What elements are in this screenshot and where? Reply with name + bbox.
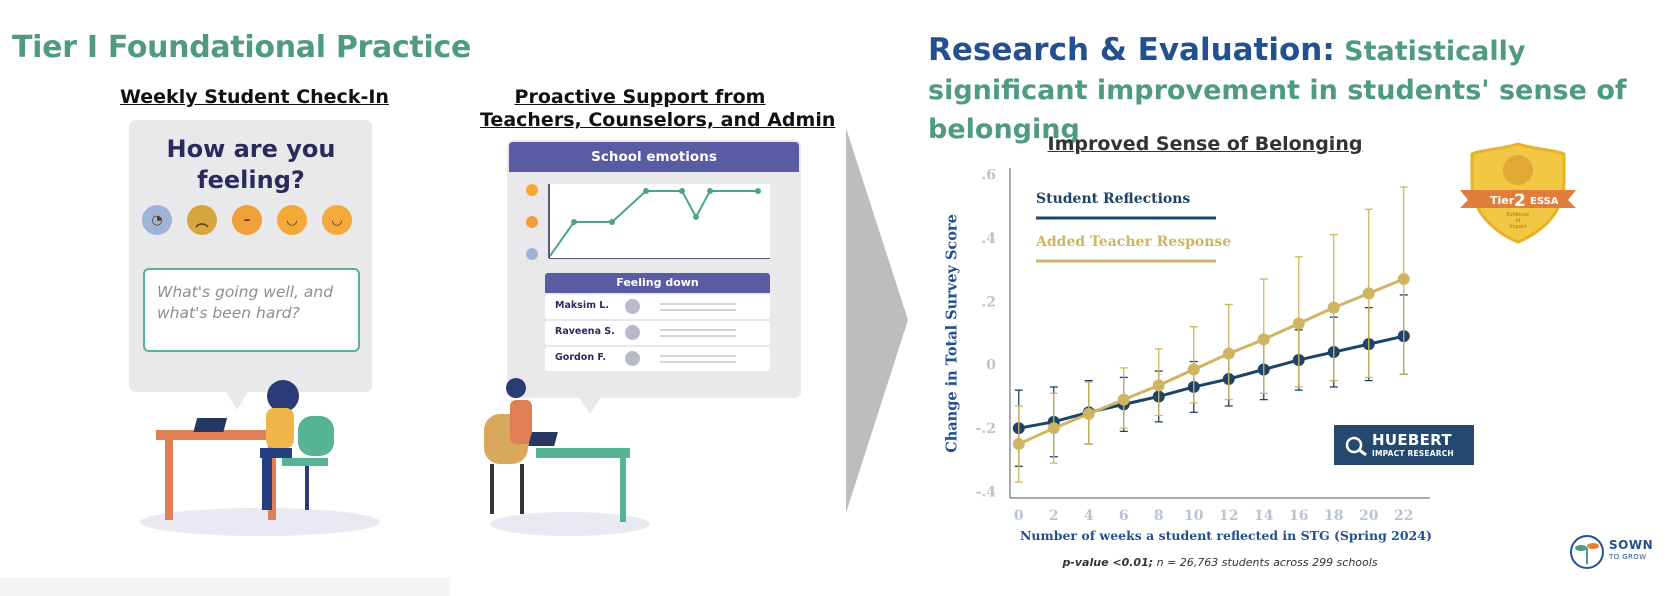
emoji-happy-icon[interactable]: ◡	[277, 205, 307, 235]
badge-subtitle-2: of	[1516, 218, 1521, 224]
support-card-title: School emotions	[509, 142, 799, 172]
sown-to-grow-logo: SOWN TO GROW	[1565, 532, 1665, 572]
checkin-prompt-line1: What's going well, and	[157, 283, 334, 301]
checkin-heading: Weekly Student Check-In	[120, 86, 389, 108]
bottom-strip	[0, 577, 450, 596]
belonging-line-chart: .6 .4 .2 0 -.2 -.4 0 2 4 6 8 10 12 14 16 18 20 22 Student…	[976, 167, 1430, 524]
y-axis-label: Change in Total Survey Score	[943, 214, 961, 453]
x-tick-label: 14	[1254, 508, 1274, 524]
checkin-text-input[interactable]: What's going well, and what's been hard?	[143, 268, 360, 352]
series-1	[1012, 186, 1410, 483]
chevron-right-divider-icon	[846, 128, 908, 513]
mini-chart-sad-icon	[526, 248, 538, 260]
x-axis-label: Number of weeks a student reflected in S…	[1020, 528, 1432, 543]
data-point	[1152, 379, 1165, 392]
student-name: Gordon F.	[555, 352, 607, 363]
support-heading: Proactive Support from Teachers, Counsel…	[480, 86, 836, 132]
emoji-sad-icon[interactable]: ︵	[187, 205, 217, 235]
support-heading-line1: Proactive Support from	[514, 86, 766, 108]
x-tick-label: 22	[1394, 508, 1413, 524]
data-point	[1117, 393, 1130, 406]
x-tick-label: 16	[1289, 508, 1308, 524]
x-tick-label: 8	[1154, 508, 1164, 524]
huebert-sub: IMPACT RESEARCH	[1372, 449, 1454, 458]
badge-essa: ESSA	[1530, 196, 1559, 207]
data-point	[1292, 317, 1305, 330]
badge-tier-number: 2	[1514, 191, 1526, 211]
series-line	[1018, 334, 1405, 430]
mini-chart-happy-icon	[526, 184, 538, 196]
student-row[interactable]: Gordon F.	[545, 347, 770, 371]
huebert-logo-icon	[1345, 436, 1367, 456]
data-point	[1222, 347, 1235, 360]
right-title-rest: Statistically significant improvement in…	[928, 36, 1627, 145]
data-point	[1187, 363, 1200, 376]
emoji-scale: ◔ ︵ – ◡ ◡	[142, 205, 358, 239]
footnote-pvalue: p-value <0.01;	[1062, 556, 1154, 569]
x-tick-label: 4	[1084, 508, 1094, 524]
checkin-prompt-line2: what's been hard?	[157, 304, 300, 322]
staff-at-desk-illustration	[484, 378, 650, 536]
student-name: Maksim L.	[555, 300, 609, 311]
x-tick-label: 18	[1324, 508, 1343, 524]
data-point	[1362, 287, 1375, 300]
feeling-down-title: Feeling down	[545, 273, 770, 293]
huebert-logo: HUEBERT IMPACT RESEARCH	[1334, 425, 1474, 465]
mini-chart-line	[549, 190, 758, 257]
chart-title: Improved Sense of Belonging	[1047, 133, 1363, 155]
emoji-neutral-icon[interactable]: –	[232, 205, 262, 235]
x-tick-label: 12	[1219, 508, 1238, 524]
data-point	[1012, 438, 1025, 451]
checkin-question: How are you feeling?	[166, 135, 336, 194]
huebert-name: HUEBERT	[1372, 431, 1452, 449]
y-tick-label: .2	[981, 294, 996, 310]
student-name: Raveena S.	[555, 326, 615, 337]
student-row[interactable]: Raveena S.	[545, 321, 770, 345]
legend-label: Student Reflections	[1036, 191, 1190, 207]
y-tick-label: 0	[986, 358, 996, 374]
x-tick-label: 2	[1049, 508, 1059, 524]
data-point	[1397, 273, 1410, 286]
y-tick-label: .4	[981, 231, 996, 247]
right-title: Research & Evaluation: Statistically sig…	[928, 32, 1668, 151]
sprout-icon	[1570, 535, 1604, 569]
support-heading-line2: Teachers, Counselors, and Admin	[480, 109, 836, 131]
series-line	[1018, 277, 1405, 446]
badge-subtitle-3: Impact	[1509, 224, 1526, 230]
tier2-essa-badge: Tier 2 ESSA Evidence of Impact	[1460, 142, 1576, 244]
sown-sub: TO GROW	[1609, 553, 1647, 561]
y-tick-label: -.4	[976, 485, 997, 501]
sad-face-icon	[625, 325, 640, 340]
data-point	[1257, 333, 1270, 346]
checkin-card-tail	[225, 390, 249, 410]
x-tick-label: 0	[1014, 508, 1024, 524]
legend-label: Added Teacher Response	[1035, 234, 1231, 250]
mini-chart-neutral-icon	[526, 216, 538, 228]
x-tick-label: 10	[1184, 508, 1204, 524]
data-point	[1327, 301, 1340, 314]
y-tick-label: .6	[981, 167, 996, 183]
sown-name: SOWN	[1609, 538, 1654, 552]
badge-tier-word: Tier	[1490, 194, 1515, 207]
right-title-main: Research & Evaluation:	[928, 32, 1335, 68]
school-emotions-mini-chart	[526, 184, 770, 260]
data-point	[1082, 407, 1095, 420]
emoji-very-sad-icon[interactable]: ◔	[142, 205, 172, 235]
emoji-very-happy-icon[interactable]: ◡	[322, 205, 352, 235]
student-at-desk-illustration	[140, 380, 380, 536]
data-point	[1047, 422, 1060, 435]
left-title: Tier I Foundational Practice	[12, 30, 471, 65]
chart-footnote: p-value <0.01; n = 26,763 students acros…	[1000, 556, 1440, 569]
sad-face-icon	[625, 351, 640, 366]
footnote-sample: n = 26,763 students across 299 schools	[1153, 556, 1378, 569]
badge-subtitle-1: Evidence	[1507, 212, 1530, 218]
y-tick-label: -.2	[976, 421, 996, 437]
x-tick-label: 6	[1119, 508, 1129, 524]
student-row[interactable]: Maksim L.	[545, 295, 770, 319]
support-card-tail	[578, 396, 602, 414]
x-tick-label: 20	[1359, 508, 1379, 524]
sad-face-icon	[625, 299, 640, 314]
